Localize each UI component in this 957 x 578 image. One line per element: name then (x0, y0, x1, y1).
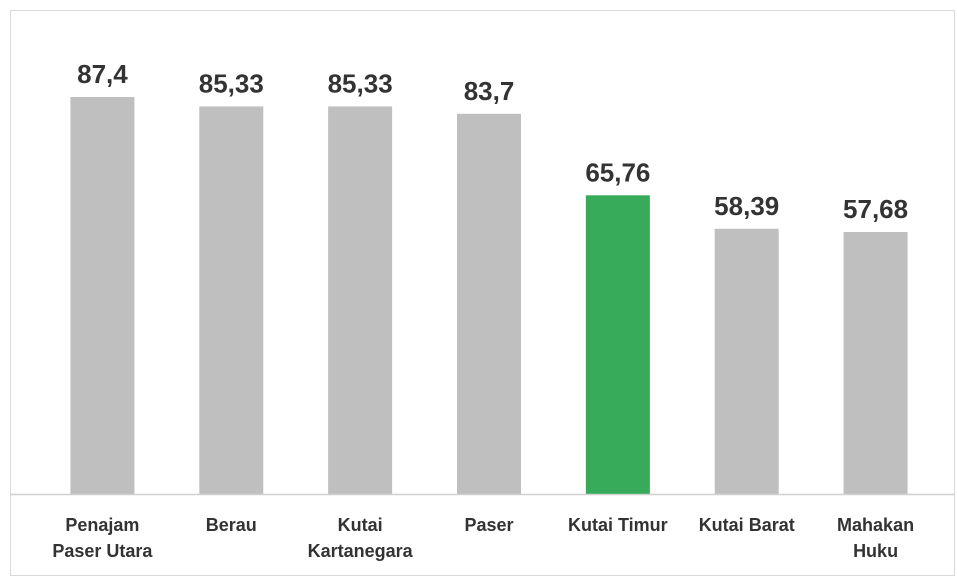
x-tick-label: Paser (464, 515, 514, 535)
x-tick-label: Mahakan Huku (837, 515, 915, 561)
bar (457, 113, 521, 494)
data-label: 85,33 (199, 68, 264, 98)
data-label: 85,33 (328, 68, 393, 98)
x-tick-label: Penajam Paser Utara (52, 515, 153, 561)
bar (70, 97, 135, 494)
x-tick-label: Kutai Barat (698, 515, 795, 535)
data-label: 58,39 (714, 191, 779, 221)
bar (585, 195, 650, 494)
data-label: 83,7 (464, 76, 515, 106)
data-label: 57,68 (843, 194, 908, 224)
data-label: 65,76 (585, 157, 650, 187)
bar (714, 228, 779, 494)
x-tick-label: Kutai Timur (568, 515, 668, 535)
x-tick-label: Berau (205, 515, 257, 535)
bar (843, 231, 908, 494)
bar (328, 106, 393, 494)
bar (199, 106, 264, 494)
data-label: 87,4 (77, 59, 128, 89)
chart-frame (10, 10, 955, 576)
x-tick-label: Kutai Kartanegara (307, 515, 413, 561)
